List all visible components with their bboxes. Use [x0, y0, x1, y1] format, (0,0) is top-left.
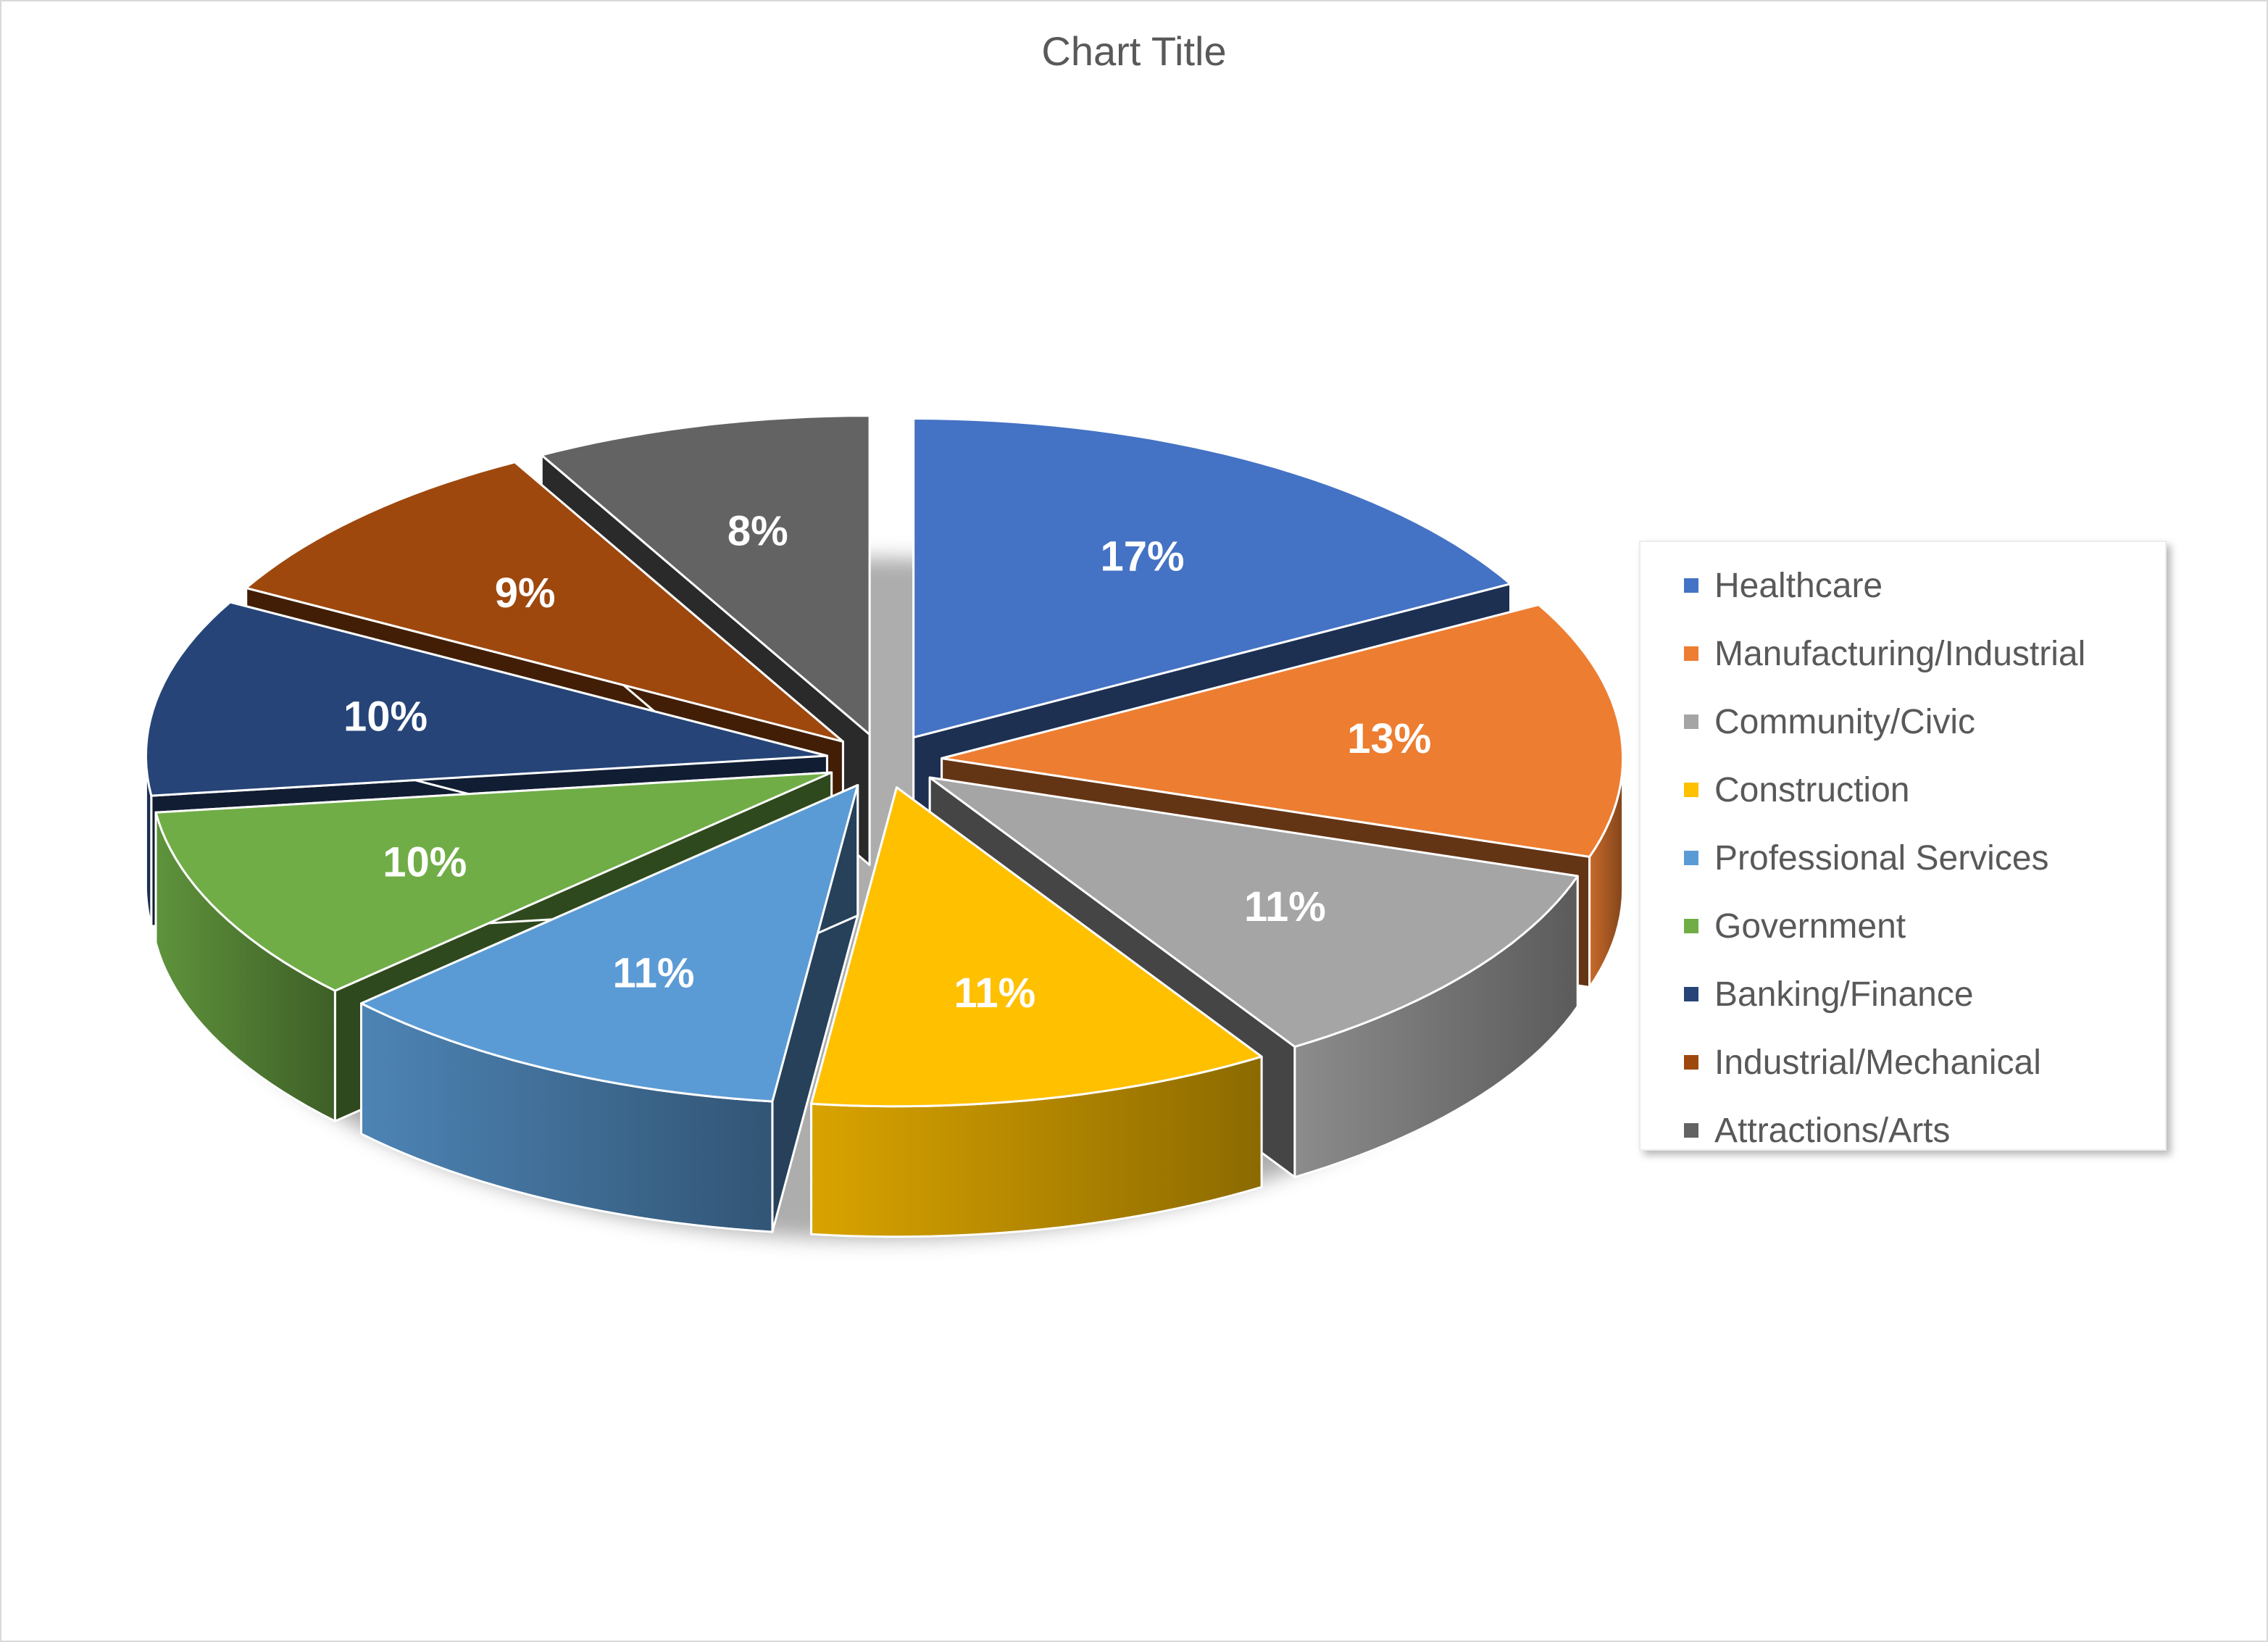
legend-item-banking-finance: Banking/Finance [1684, 972, 1974, 1016]
data-label-professional-services: 11% [613, 949, 695, 996]
slice-community-civic [928, 776, 1579, 1048]
slice-government [154, 771, 833, 992]
legend-label: Community/Civic [1714, 702, 1976, 741]
slice-manufacturing-industrial [941, 604, 1625, 858]
legend-swatch [1684, 783, 1698, 797]
data-label-manufacturing-industrial: 13% [1347, 715, 1431, 762]
pie-tops [144, 414, 1625, 1108]
data-label-government: 10% [383, 839, 467, 886]
legend-item-industrial-mechanical: Industrial/Mechanical [1684, 1041, 2041, 1084]
slice-banking-finance [144, 601, 828, 797]
legend-item-manufacturing-industrial: Manufacturing/Industrial [1684, 632, 2085, 675]
slice-professional-services [360, 784, 859, 1103]
legend-label: Attractions/Arts [1714, 1111, 1951, 1150]
legend-label: Healthcare [1714, 566, 1883, 605]
legend-item-professional-services: Professional Services [1684, 836, 2049, 880]
legend-label: Industrial/Mechanical [1714, 1043, 2041, 1082]
chart-title: Chart Title [1041, 28, 1227, 74]
legend-swatch [1684, 578, 1698, 593]
legend-label: Manufacturing/Industrial [1714, 634, 2086, 673]
legend: Healthcare Manufacturing/Industrial Commun… [1639, 541, 2167, 1151]
legend-label: Banking/Finance [1714, 975, 1974, 1014]
legend-swatch [1684, 987, 1698, 1001]
legend-swatch [1684, 714, 1698, 729]
legend-swatch [1684, 851, 1698, 865]
slice-attractions-arts [540, 414, 871, 736]
data-label-attractions-arts: 8% [727, 507, 788, 554]
data-label-healthcare: 17% [1100, 533, 1184, 580]
legend-item-government: Government [1684, 904, 1906, 948]
slice-industrial-mechanical [245, 461, 844, 743]
legend-swatch [1684, 1055, 1698, 1070]
legend-swatch [1684, 919, 1698, 933]
slice-construction [810, 786, 1263, 1108]
legend-item-attractions-arts: Attractions/Arts [1684, 1109, 1950, 1152]
legend-label: Government [1714, 907, 1906, 946]
legend-item-community-civic: Community/Civic [1684, 700, 1975, 743]
legend-item-healthcare: Healthcare [1684, 564, 1883, 607]
data-label-industrial-mechanical: 9% [495, 570, 556, 617]
legend-label: Professional Services [1714, 838, 2049, 878]
legend-swatch [1684, 1123, 1698, 1138]
data-label-banking-finance: 10% [343, 693, 428, 741]
legend-item-construction: Construction [1684, 768, 1909, 812]
data-label-construction: 11% [954, 970, 1035, 1017]
slice-healthcare [912, 417, 1512, 739]
data-label-community-civic: 11% [1244, 883, 1326, 930]
pie-data-labels: 17% 13% 11% 11% 11% 10% 10% 9% 8% [343, 507, 1431, 1017]
legend-swatch [1684, 646, 1698, 661]
legend-label: Construction [1714, 770, 1910, 809]
